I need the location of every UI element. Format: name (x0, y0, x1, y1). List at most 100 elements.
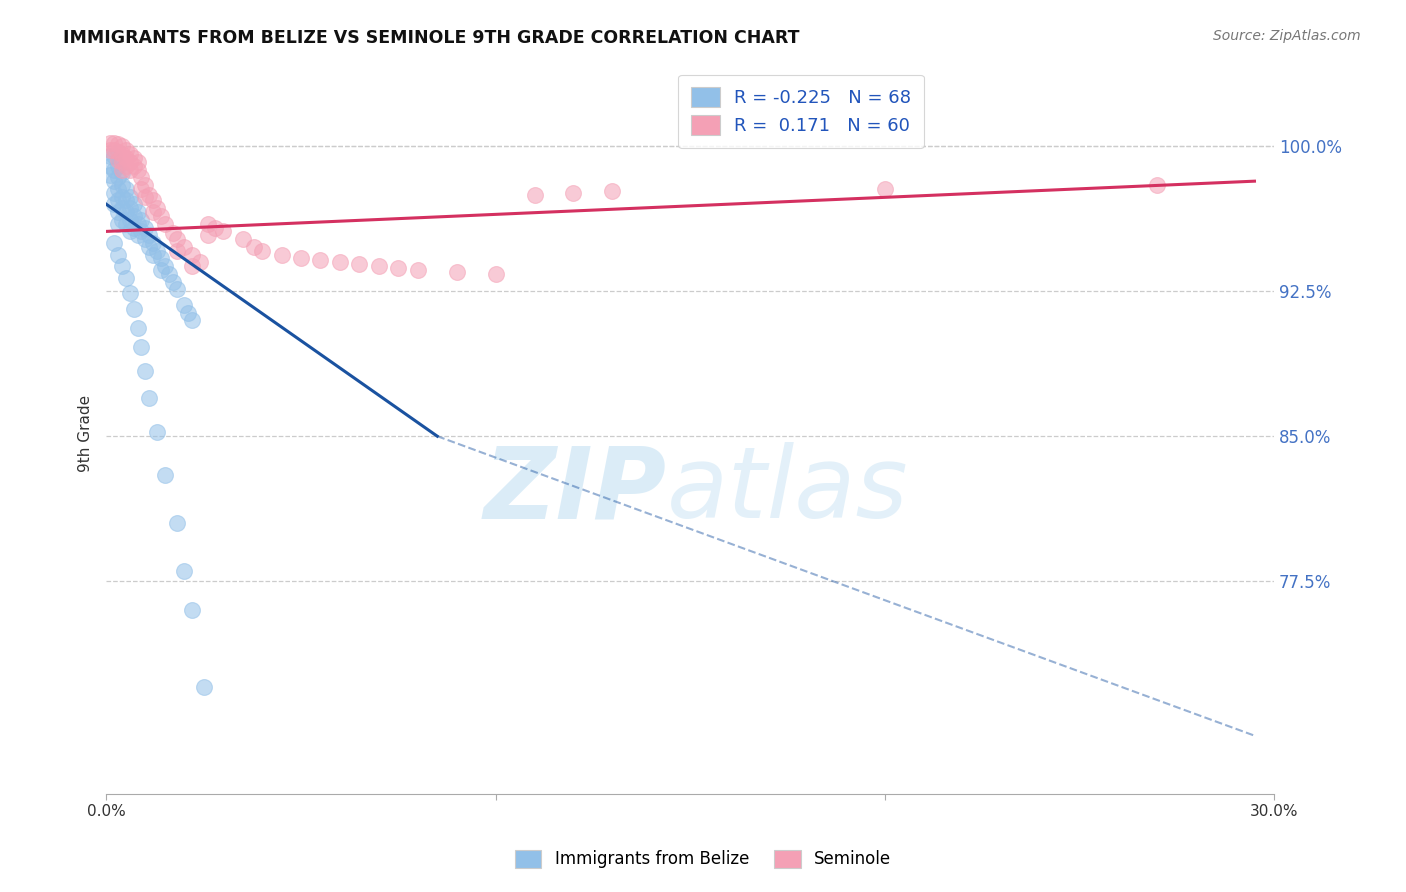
Point (387, 261, 409, 276)
Point (1146, 178, 1168, 192)
Text: ZIP: ZIP (484, 442, 666, 540)
Point (181, 259, 204, 273)
Point (107, 205, 129, 219)
Point (270, 247, 292, 261)
Point (98, 149, 121, 163)
Point (107, 153, 129, 167)
Point (115, 182, 138, 196)
Point (181, 313, 204, 327)
Point (349, 257, 371, 271)
Point (127, 228, 149, 243)
Point (134, 220, 156, 235)
Point (111, 189, 134, 203)
Point (138, 228, 160, 243)
Point (446, 265, 468, 279)
Point (146, 425, 169, 440)
Point (181, 603, 204, 617)
Legend: Immigrants from Belize, Seminole: Immigrants from Belize, Seminole (506, 841, 900, 877)
Point (107, 137, 129, 152)
Point (111, 166, 134, 180)
Point (134, 363, 156, 377)
Point (212, 224, 235, 238)
Point (98, 169, 121, 183)
Point (118, 147, 141, 161)
Point (149, 263, 172, 277)
Point (166, 516, 188, 530)
Point (250, 244, 273, 258)
Point (111, 212, 134, 227)
Point (103, 143, 125, 157)
Point (118, 286, 141, 301)
Point (177, 305, 200, 319)
Text: Source: ZipAtlas.com: Source: ZipAtlas.com (1213, 29, 1361, 44)
Point (309, 253, 332, 268)
Point (111, 162, 134, 177)
Point (107, 217, 129, 231)
Point (127, 321, 149, 335)
Point (127, 162, 149, 177)
Point (118, 189, 141, 203)
Point (107, 145, 129, 160)
Point (602, 184, 624, 198)
Point (173, 240, 195, 254)
Point (138, 391, 160, 405)
Point (107, 159, 129, 173)
Point (127, 205, 149, 219)
Point (149, 252, 172, 266)
Point (98, 143, 121, 157)
Point (111, 259, 134, 273)
Point (166, 282, 188, 296)
Point (115, 143, 138, 157)
Point (111, 154, 134, 169)
Point (232, 232, 254, 246)
Point (122, 301, 145, 316)
Point (115, 159, 138, 173)
Point (157, 267, 180, 281)
Point (98, 136, 121, 150)
Point (142, 235, 165, 250)
Point (115, 217, 138, 231)
Point (103, 162, 125, 177)
Point (115, 194, 138, 208)
Point (131, 170, 153, 185)
Point (118, 212, 141, 227)
Point (111, 201, 134, 215)
Point (166, 232, 188, 246)
Text: IMMIGRANTS FROM BELIZE VS SEMINOLE 9TH GRADE CORRELATION CHART: IMMIGRANTS FROM BELIZE VS SEMINOLE 9TH G… (63, 29, 800, 47)
Point (153, 259, 176, 273)
Point (142, 205, 165, 219)
Point (122, 197, 145, 211)
Point (131, 182, 153, 196)
Point (162, 275, 184, 289)
Point (162, 227, 184, 241)
Point (111, 178, 134, 192)
Point (107, 194, 129, 208)
Point (111, 139, 134, 153)
Point (153, 217, 176, 231)
Point (115, 205, 138, 219)
Point (131, 212, 153, 227)
Point (134, 178, 156, 192)
Point (562, 186, 585, 200)
Legend: R = -0.225   N = 68, R =  0.171   N = 60: R = -0.225 N = 68, R = 0.171 N = 60 (678, 75, 924, 148)
Point (181, 247, 204, 261)
Point (138, 187, 160, 202)
Point (193, 681, 215, 695)
Y-axis label: 9th Grade: 9th Grade (79, 395, 93, 472)
Point (134, 189, 156, 203)
Point (523, 187, 546, 202)
Point (118, 224, 141, 238)
Point (485, 267, 508, 281)
Point (131, 340, 153, 354)
Point (118, 162, 141, 177)
Point (406, 263, 429, 277)
Point (146, 201, 169, 215)
Point (149, 209, 172, 223)
Point (131, 224, 153, 238)
Point (118, 154, 141, 169)
Point (98, 159, 121, 173)
Point (103, 136, 125, 150)
Point (111, 147, 134, 161)
Point (243, 240, 266, 254)
Point (197, 217, 219, 231)
